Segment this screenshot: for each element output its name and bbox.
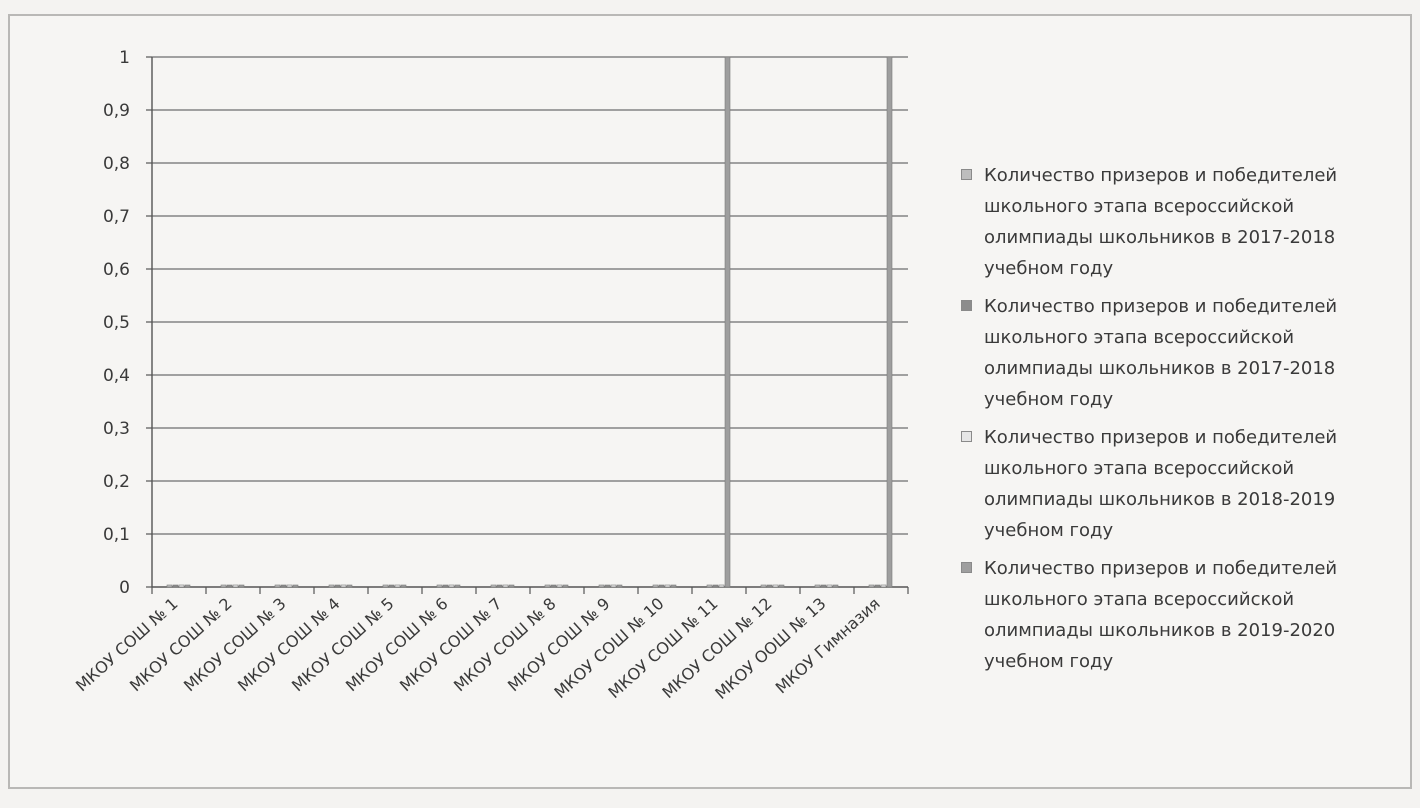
y-tick-label: 1 — [119, 48, 130, 68]
bar — [502, 584, 509, 588]
bar — [184, 584, 191, 588]
bar — [556, 584, 563, 588]
bar — [448, 584, 455, 588]
legend-item: Количество призеров и победителей школьн… — [958, 422, 1408, 546]
bar — [706, 584, 713, 588]
y-tick-label: 0,1 — [103, 525, 130, 545]
legend-swatch — [961, 300, 972, 311]
y-tick-label: 0,7 — [103, 207, 130, 227]
bar — [562, 584, 569, 588]
bar — [436, 584, 443, 588]
y-tick-label: 0,2 — [103, 472, 130, 492]
bar — [616, 584, 623, 588]
bar — [766, 584, 773, 588]
legend-label: Количество призеров и победителей школьн… — [984, 558, 1338, 672]
bar — [760, 584, 767, 588]
bar — [166, 584, 173, 588]
y-tick-label: 0,6 — [103, 260, 130, 280]
bar — [232, 584, 239, 588]
bar — [346, 584, 353, 588]
bar — [604, 584, 611, 588]
bar — [880, 584, 887, 588]
bar — [292, 584, 299, 588]
bar — [334, 584, 341, 588]
bar — [496, 584, 503, 588]
bar — [328, 584, 335, 588]
bar — [238, 584, 245, 588]
bar — [814, 584, 821, 588]
bar — [178, 584, 185, 588]
bar — [724, 56, 731, 588]
bar — [394, 584, 401, 588]
legend-item: Количество призеров и победителей школьн… — [958, 553, 1408, 677]
y-tick-label: 0,4 — [103, 366, 130, 386]
bar — [658, 584, 665, 588]
legend-item: Количество призеров и победителей школьн… — [958, 291, 1408, 415]
legend-label: Количество призеров и победителей школьн… — [984, 296, 1338, 410]
bar — [490, 584, 497, 588]
legend-label: Количество призеров и победителей школьн… — [984, 427, 1338, 541]
legend-label: Количество призеров и победителей школьн… — [984, 165, 1338, 279]
bar — [550, 584, 557, 588]
bar — [280, 584, 287, 588]
bar — [652, 584, 659, 588]
bar — [820, 584, 827, 588]
bar — [610, 584, 617, 588]
bar — [874, 584, 881, 588]
bar — [718, 584, 725, 588]
bar — [544, 584, 551, 588]
bar — [388, 584, 395, 588]
bar — [274, 584, 281, 588]
bar — [508, 584, 515, 588]
bar — [832, 584, 839, 588]
chart-frame — [8, 14, 1412, 789]
bar — [826, 584, 833, 588]
bar — [382, 584, 389, 588]
bar — [454, 584, 461, 588]
bar — [442, 584, 449, 588]
bar — [220, 584, 227, 588]
bar — [172, 584, 179, 588]
y-tick-label: 0,5 — [103, 313, 130, 333]
bar — [340, 584, 347, 588]
bar — [712, 584, 719, 588]
bar — [886, 56, 893, 588]
y-tick-label: 0,8 — [103, 154, 130, 174]
legend-swatch — [961, 562, 972, 573]
bar — [868, 584, 875, 588]
bar — [226, 584, 233, 588]
bar — [286, 584, 293, 588]
bar — [598, 584, 605, 588]
legend-swatch — [961, 431, 972, 442]
chart-legend: Количество призеров и победителей школьн… — [958, 160, 1408, 677]
bar — [664, 584, 671, 588]
y-tick-label: 0,9 — [103, 101, 130, 121]
legend-swatch — [961, 169, 972, 180]
bar — [772, 584, 779, 588]
y-tick-label: 0,3 — [103, 419, 130, 439]
y-tick-label: 0 — [119, 578, 130, 598]
legend-item: Количество призеров и победителей школьн… — [958, 160, 1408, 284]
bar — [670, 584, 677, 588]
bar — [400, 584, 407, 588]
bar — [778, 584, 785, 588]
